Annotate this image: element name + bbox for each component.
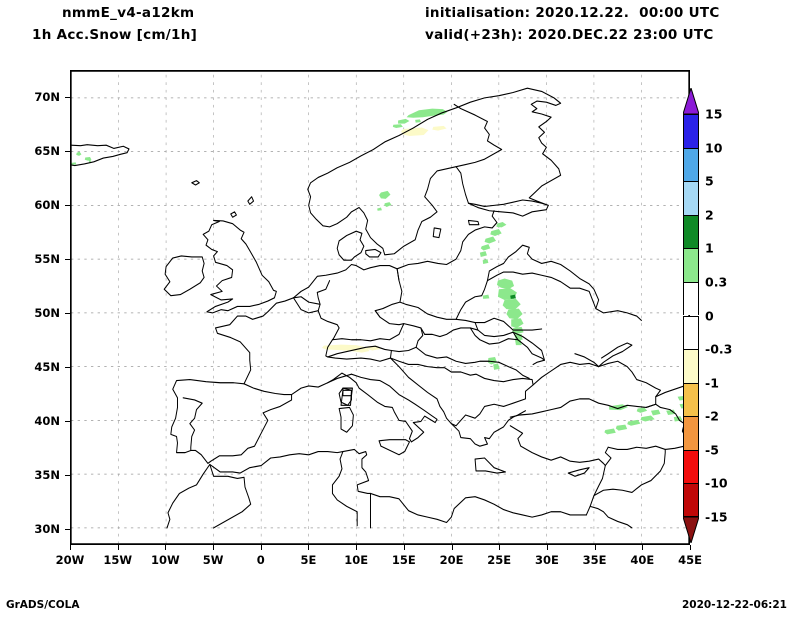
x-axis-tick [260,545,262,550]
y-axis-tick [65,366,70,368]
y-axis-tick-label: 30N [34,521,60,536]
field-name-label: 1h Acc.Snow [cm/1h] [32,27,198,43]
y-axis-tick [65,150,70,152]
y-axis-tick-label: 50N [34,305,60,320]
colorbar-band [683,181,699,215]
colorbar-band [683,483,699,517]
x-axis-tick-label: 15E [391,553,416,567]
colorbar-tick-label: 0 [705,308,714,323]
colorbar-tick-label: 10 [705,140,723,156]
y-axis-tick-label: 45N [34,359,60,374]
y-axis-tick-label: 35N [34,467,60,482]
colorbar-band [683,382,699,417]
colorbar-tick-label: 0.3 [705,274,728,290]
x-axis-tick [403,545,405,550]
x-axis-tick-label: 5W [202,553,224,567]
x-axis-tick-label: 30E [534,553,559,567]
x-axis-tick [451,545,453,550]
colorbar-tick-label: -2 [705,408,719,424]
colorbar-band [683,147,699,182]
colorbar-band [683,449,699,484]
snow-field-band-1-2 [510,294,516,299]
y-axis-tick-label: 40N [34,413,60,428]
x-axis-tick-label: 25E [487,553,512,567]
colorbar-cap-min [682,516,700,545]
x-axis-tick [213,545,215,550]
x-axis-tick-label: 15W [103,553,133,567]
x-axis-tick [642,545,644,550]
colorbar-tick-label: 15 [705,106,723,122]
x-axis-tick [594,545,596,550]
colorbar-tick-label: -0.3 [705,341,733,357]
footer-credit-label: GrADS/COLA [6,599,80,611]
initialisation-time-label: initialisation: 2020.12.22. 00:00 UTC [425,5,720,21]
colorbar-band [683,214,699,249]
x-axis-tick [356,545,358,550]
x-axis-tick-label: 20W [55,553,85,567]
colorbar-tick-label: 1 [705,240,714,256]
map-coastlines [71,71,689,529]
colorbar-tick-label: -5 [705,442,719,458]
colorbar-tick-label: -1 [705,375,719,391]
x-axis-tick [499,545,501,550]
x-axis-tick [308,545,310,550]
x-axis-tick-label: 0 [256,553,265,567]
colorbar-tick-label: -15 [705,509,728,525]
y-axis-tick [65,312,70,314]
y-axis-tick-label: 70N [34,89,60,104]
y-axis-tick [65,528,70,530]
y-axis-tick-label: 55N [34,251,60,266]
colorbar-tick-label: -10 [705,475,728,491]
colorbar-cap-max [682,86,700,115]
colorbar-band [683,281,699,316]
x-axis-tick [690,545,691,550]
snow-field-band-0p3-1 [71,108,689,435]
colorbar-band [683,349,699,383]
colorbar-band [683,114,699,148]
y-axis-tick-label: 60N [34,197,60,212]
y-axis-tick [65,204,70,206]
colorbar-band [683,315,699,350]
y-axis-tick [65,258,70,260]
footer-timestamp-label: 2020-12-22-06:21 [682,599,787,611]
colorbar-tick-label: 5 [705,173,714,189]
colorbar-tick-label: 2 [705,207,714,223]
x-axis-tick-label: 10W [151,553,180,567]
colorbar [682,86,700,545]
x-axis-tick-label: 10E [344,553,369,567]
x-axis-tick-label: 40E [630,553,655,567]
x-axis-tick [546,545,548,550]
x-axis-tick [70,545,71,550]
map-plot-area [70,70,690,545]
x-axis-tick [165,545,167,550]
valid-time-label: valid(+23h): 2020.DEC.22 23:00 UTC [425,27,714,43]
y-axis-tick-label: 65N [34,143,60,158]
y-axis-tick [65,96,70,98]
y-axis-tick [65,474,70,476]
colorbar-band [683,248,699,282]
x-axis-tick-label: 20E [439,553,464,567]
y-axis-tick [65,420,70,422]
snow-field-band-neg1-neg0p3 [322,125,447,353]
map-graphic [71,71,689,544]
x-axis-tick [117,545,119,550]
x-axis-tick-label: 35E [582,553,607,567]
map-frame [71,71,689,544]
model-name-label: nmmE_v4-a12km [62,5,195,21]
x-axis-tick-label: 5E [300,553,317,567]
x-axis-tick-label: 45E [678,553,702,567]
colorbar-band [683,416,699,450]
